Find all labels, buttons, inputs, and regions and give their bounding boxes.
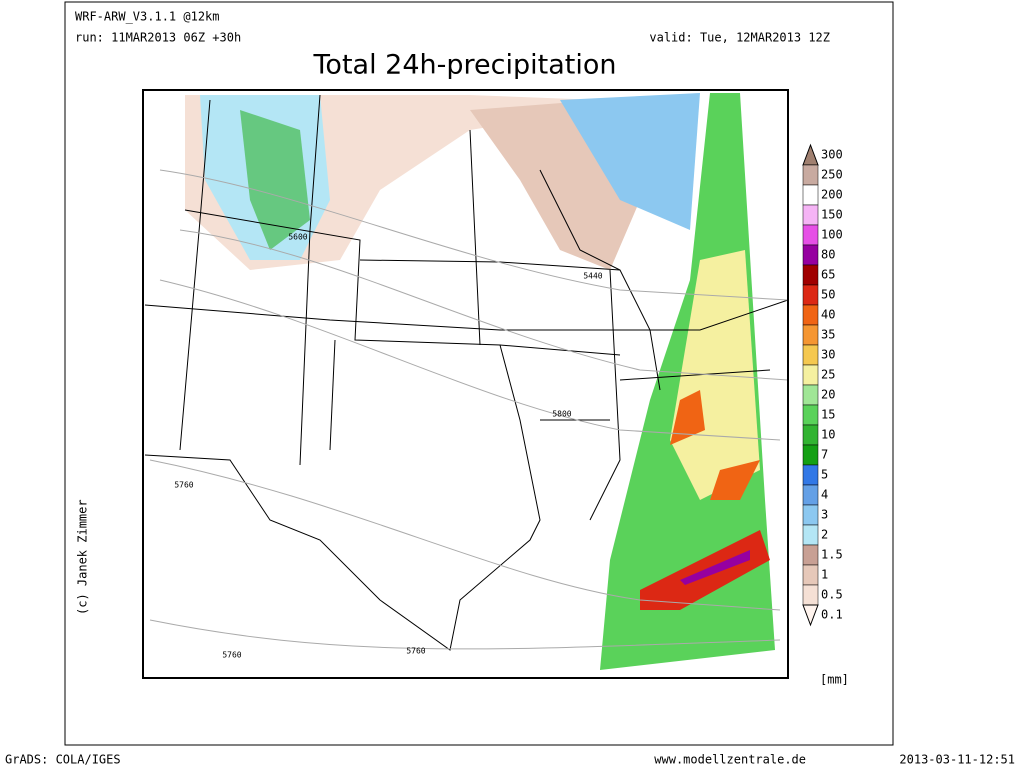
colorbar-label: 150 — [821, 208, 843, 222]
model-label: WRF-ARW_V3.1.1 @12km — [75, 10, 220, 24]
title: Total 24h-precipitation — [313, 50, 617, 81]
borders — [144, 94, 789, 651]
footer-right: 2013-03-11-12:51 — [899, 753, 1015, 767]
colorbar-label: 40 — [821, 308, 835, 322]
colorbar-label: 7 — [821, 448, 828, 462]
colorbar-cell — [802, 324, 819, 346]
colorbar-cell — [802, 264, 819, 286]
colorbar-label: 0.5 — [821, 588, 843, 602]
precip-green — [240, 110, 310, 250]
map: 5600 5440 5800 5760 5760 5760 — [142, 89, 789, 679]
precip-orange — [670, 390, 760, 500]
colorbar-cell — [802, 384, 819, 406]
colorbar-label: 5 — [821, 468, 828, 482]
contour-label: 5760 — [174, 481, 193, 490]
colorbar-cell — [802, 184, 819, 206]
colorbar-cell — [802, 604, 819, 627]
colorbar-cell — [802, 504, 819, 526]
footer-left: GrADS: COLA/IGES — [5, 753, 121, 767]
footer-center: www.modellzentrale.de — [654, 753, 806, 767]
colorbar-cell — [802, 424, 819, 446]
colorbar-label: 3 — [821, 508, 828, 522]
colorbar-cell — [802, 464, 819, 486]
colorbar-label: 35 — [821, 328, 835, 342]
precip-purple — [680, 550, 750, 585]
colorbar-cell — [802, 284, 819, 306]
colorbar-cell — [802, 304, 819, 326]
colorbar-label: 100 — [821, 228, 843, 242]
colorbar-label: 4 — [821, 488, 828, 502]
colorbar-cell — [802, 444, 819, 466]
colorbar-cell — [802, 344, 819, 366]
colorbar-cell — [802, 164, 819, 186]
colorbar-label: 20 — [821, 388, 835, 402]
colorbar-cell — [802, 244, 819, 266]
contour-label: 5800 — [552, 410, 571, 419]
contours — [149, 169, 789, 650]
unit-label: [mm] — [820, 673, 849, 687]
colorbar-cell — [802, 484, 819, 506]
contour-label: 5760 — [406, 647, 425, 656]
colorbar-label: 50 — [821, 288, 835, 302]
colorbar-label: 30 — [821, 348, 835, 362]
colorbar-label: 2 — [821, 528, 828, 542]
colorbar-cell — [802, 524, 819, 546]
colorbar-label: 15 — [821, 408, 835, 422]
colorbar-cell — [802, 224, 819, 246]
colorbar-label: 1 — [821, 568, 828, 582]
colorbar-label: 300 — [821, 148, 843, 162]
contour-label: 5600 — [288, 233, 307, 242]
colorbar-label: 80 — [821, 248, 835, 262]
map-frame — [142, 89, 789, 679]
contour-label: 5760 — [222, 651, 241, 660]
colorbar-cell — [802, 544, 819, 566]
colorbar-cell — [802, 143, 819, 166]
colorbar-cell — [802, 584, 819, 606]
colorbar-cell — [802, 404, 819, 426]
colorbar-cell — [802, 564, 819, 586]
colorbar-label: 65 — [821, 268, 835, 282]
colorbar-label: 1.5 — [821, 548, 843, 562]
colorbar-cell — [802, 204, 819, 226]
contour-label: 5440 — [583, 272, 602, 281]
run-label: run: 11MAR2013 06Z +30h — [75, 31, 241, 45]
credit: (c) Janek Zimmer — [76, 499, 90, 615]
colorbar-cell — [802, 364, 819, 386]
colorbar-label: 250 — [821, 168, 843, 182]
valid-label: valid: Tue, 12MAR2013 12Z — [649, 31, 830, 45]
colorbar-label: 0.1 — [821, 608, 843, 622]
colorbar: 300 250 200 150 100 80 65 50 40 35 30 25 20 15 10 7 5 4 3 2… — [802, 143, 843, 627]
precip-blue-ne — [560, 93, 700, 230]
colorbar-label: 10 — [821, 428, 835, 442]
outer-frame — [64, 1, 894, 746]
colorbar-label: 25 — [821, 368, 835, 382]
colorbar-label: 200 — [821, 188, 843, 202]
